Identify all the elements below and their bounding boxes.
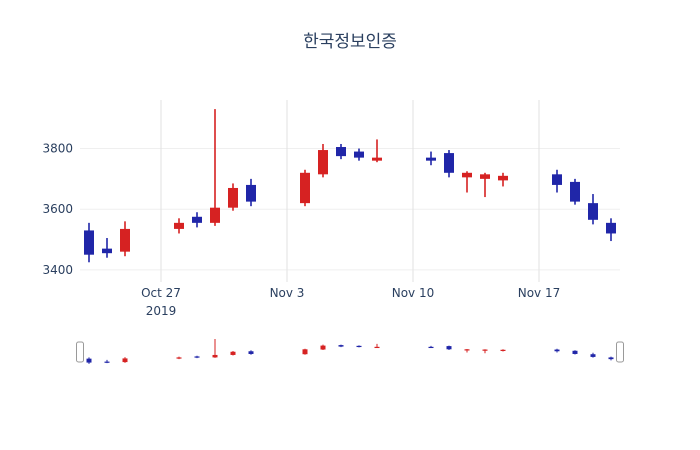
y-tick-label: 3600 [42,202,73,216]
candle [444,150,454,178]
y-tick-label: 3400 [42,263,73,277]
candle [570,178,580,205]
candle-mini [446,345,452,351]
candle [120,221,130,257]
candle-mini [590,352,596,358]
candle-mini [464,349,470,353]
x-tick-label: Oct 27 [141,286,181,300]
y-tick-label: 3800 [42,142,73,156]
candle [174,218,184,234]
candle-mini [500,349,506,352]
candle-mini [302,348,308,355]
x-tick-year-label: 2019 [146,304,177,318]
candle-mini [428,345,434,349]
candle [588,194,598,225]
candle-mini [320,344,326,351]
candle-mini [374,343,380,349]
candle [336,143,346,160]
candle [228,183,238,211]
candle [426,151,436,166]
candle [552,169,562,193]
candle-mini [104,359,110,364]
candle-mini [86,357,92,364]
candle-mini [482,349,488,354]
candle-mini [122,357,128,363]
candle-mini [212,338,218,358]
candle [498,172,508,187]
candle-mini [554,348,560,353]
candle [102,238,112,258]
candle [246,178,256,207]
candle [192,212,202,228]
chart-title: 한국정보인증 [303,32,397,52]
range-slider-handle-left[interactable] [76,341,84,363]
range-slider-handle-right[interactable] [616,341,624,363]
candle-mini [338,344,344,348]
candle-mini [608,356,614,361]
candle [372,139,382,163]
candle-mini [572,350,578,355]
x-tick-label: Nov 17 [518,286,561,300]
range-slider-track[interactable] [80,332,620,372]
candle [462,171,472,193]
candle-mini [230,351,236,356]
plot-area[interactable] [80,100,620,282]
candle [354,148,364,161]
candle [84,222,94,263]
candle-mini [356,345,362,348]
x-tick-label: Nov 3 [270,286,305,300]
candle [318,143,328,178]
x-tick-label: Nov 10 [392,286,435,300]
candle [210,109,220,226]
candle-mini [194,355,200,359]
candle-mini [248,350,254,355]
candle-mini [176,356,182,360]
candle [480,172,490,198]
candle [606,218,616,242]
candle [300,169,310,207]
